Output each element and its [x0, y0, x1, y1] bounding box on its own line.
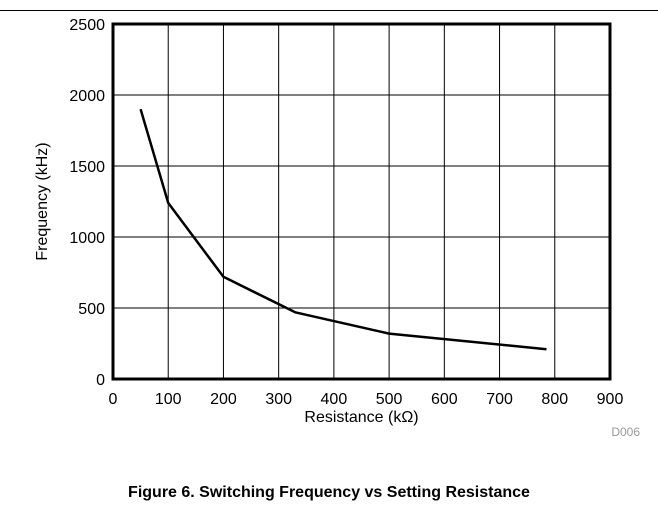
plot-frame — [111, 22, 612, 381]
x-tick-label: 400 — [321, 391, 348, 408]
top-rule — [0, 10, 658, 11]
frequency-vs-resistance-chart: 0 100 200 300 400 500 600 700 800 900 0 500 1000 150… — [34, 17, 640, 439]
x-tick-label: 200 — [210, 391, 237, 408]
x-tick-label: 500 — [376, 391, 403, 408]
y-tick-label: 1500 — [69, 159, 105, 176]
figure-caption: Figure 6. Switching Frequency vs Setting… — [128, 484, 530, 501]
x-tick-label: 600 — [431, 391, 458, 408]
x-tick-label: 900 — [597, 391, 624, 408]
series-line — [139, 108, 547, 351]
y-tick-label: 2000 — [69, 88, 105, 105]
y-tick-label: 2500 — [69, 17, 105, 34]
x-tick-label: 0 — [109, 391, 118, 408]
x-tick-label: 700 — [486, 391, 513, 408]
x-axis-label: Resistance (kΩ) — [304, 409, 418, 426]
y-tick-label: 1000 — [69, 230, 105, 247]
x-tick-label: 800 — [541, 391, 568, 408]
x-tick-label: 100 — [155, 391, 182, 408]
x-tick-label: 300 — [265, 391, 292, 408]
y-tick-label: 0 — [96, 372, 105, 389]
y-axis-label: Frequency (kHz) — [34, 142, 51, 260]
y-tick-label: 500 — [78, 301, 105, 318]
grid — [112, 23, 611, 380]
x-tick-labels: 0 100 200 300 400 500 600 700 800 900 — [109, 391, 624, 408]
y-tick-labels: 0 500 1000 1500 2000 2500 — [69, 17, 105, 389]
figure-code-annotation: D006 — [611, 425, 640, 439]
